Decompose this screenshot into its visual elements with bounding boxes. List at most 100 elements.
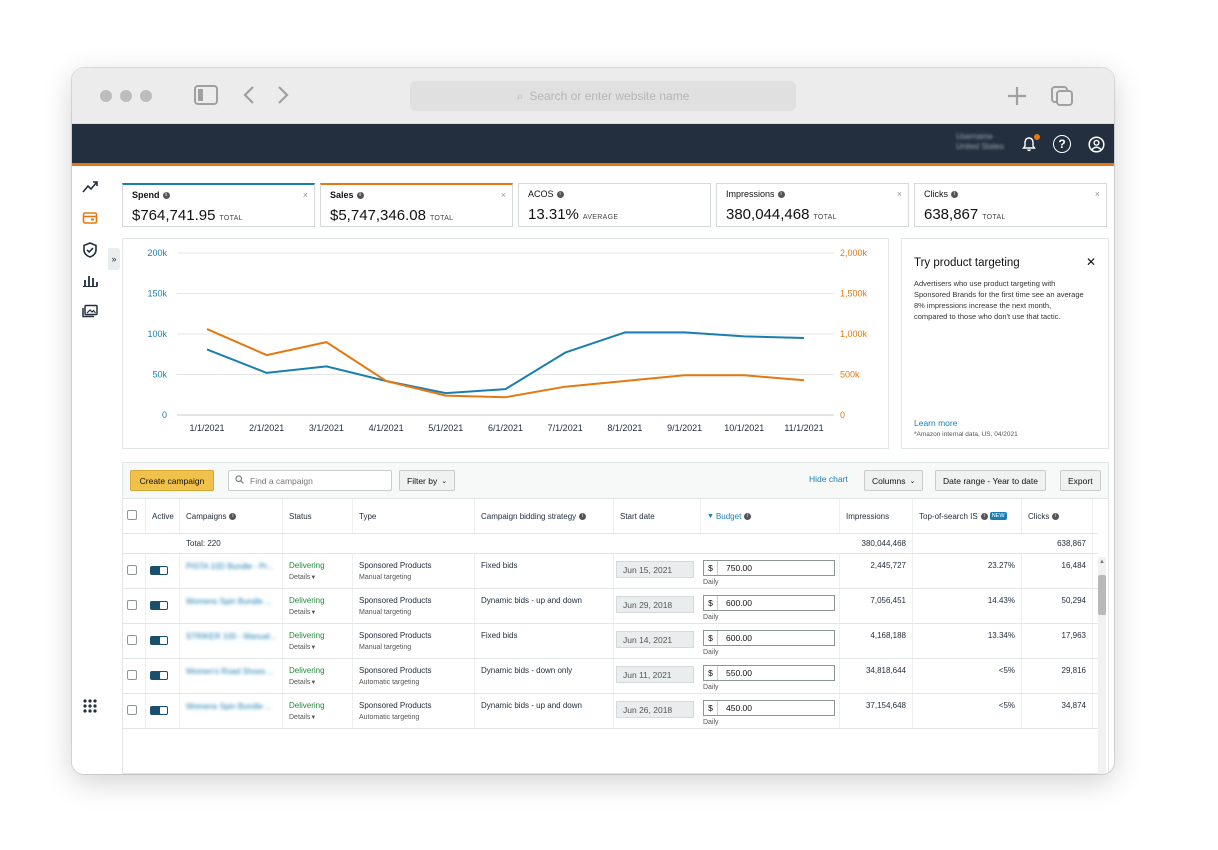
forward-icon[interactable] <box>276 85 290 109</box>
create-campaign-button[interactable]: Create campaign <box>130 470 214 491</box>
row-checkbox[interactable] <box>127 670 137 680</box>
shield-icon[interactable] <box>81 242 99 260</box>
account-switcher[interactable]: Username United States <box>956 132 1004 152</box>
info-icon[interactable]: i <box>356 192 364 200</box>
details-dropdown[interactable]: Details▼ <box>289 714 316 721</box>
campaigns-icon[interactable] <box>81 211 99 229</box>
header-start-date[interactable]: Start date <box>614 499 701 533</box>
bar-chart-icon[interactable] <box>81 273 99 291</box>
table-row[interactable]: STRIKER 100 - Manual... Delivering Details… <box>123 624 1098 659</box>
close-icon[interactable]: × <box>896 189 902 199</box>
budget-input[interactable]: $750.00 <box>703 560 835 576</box>
info-icon[interactable]: i <box>162 192 170 200</box>
active-toggle[interactable] <box>150 636 168 645</box>
header-active[interactable]: Active <box>146 499 180 533</box>
active-toggle[interactable] <box>150 706 168 715</box>
row-checkbox[interactable] <box>127 635 137 645</box>
table-scrollbar[interactable] <box>1098 557 1106 774</box>
header-budget[interactable]: ▼ Budget i <box>701 499 840 533</box>
tabs-icon[interactable] <box>1050 85 1074 111</box>
window-zoom-button[interactable] <box>140 90 152 102</box>
trend-icon[interactable] <box>81 180 99 198</box>
hide-chart-link[interactable]: Hide chart <box>809 474 848 484</box>
select-all-checkbox[interactable] <box>127 510 137 520</box>
active-toggle[interactable] <box>150 566 168 575</box>
export-button[interactable]: Export <box>1060 470 1101 491</box>
row-checkbox[interactable] <box>127 600 137 610</box>
header-type[interactable]: Type <box>353 499 475 533</box>
info-icon[interactable]: i <box>556 191 564 199</box>
campaign-name-link[interactable]: Womens Spin Bundle ... <box>186 702 272 711</box>
table-row[interactable]: Womens Spin Bundle ... Delivering Details▼… <box>123 589 1098 624</box>
table-row[interactable]: Womens Spin Bundle ... Delivering Details▼… <box>123 694 1098 729</box>
sidebar-icon[interactable] <box>194 85 218 109</box>
table-row[interactable]: PISTA 10D Bundle - Pr... Delivering Detail… <box>123 554 1098 589</box>
address-bar[interactable]: ⌕ Search or enter website name <box>410 81 796 111</box>
metric-card-acos[interactable]: ACOS i 13.31% AVERAGE <box>518 183 711 227</box>
budget-value: 600.00 <box>726 633 752 643</box>
header-strategy[interactable]: Campaign bidding strategy i <box>475 499 614 533</box>
campaign-search-input[interactable]: Find a campaign <box>228 470 392 491</box>
apps-grid-icon[interactable] <box>81 699 99 717</box>
info-icon[interactable]: i <box>777 191 785 199</box>
campaign-name-link[interactable]: Womens Spin Bundle ... <box>186 597 272 606</box>
header-next-column[interactable]: Sp <box>1093 499 1099 533</box>
info-icon[interactable]: i <box>980 512 988 520</box>
metric-card-impressions[interactable]: Impressions i 380,044,468 TOTAL × <box>716 183 909 227</box>
budget-input[interactable]: $600.00 <box>703 630 835 646</box>
campaign-name-link[interactable]: STRIKER 100 - Manual... <box>186 632 277 641</box>
back-icon[interactable] <box>242 85 256 109</box>
header-status[interactable]: Status <box>283 499 353 533</box>
date-range-button[interactable]: Date range - Year to date <box>935 470 1046 491</box>
table-row[interactable]: Women's Road Shoes ... Delivering Details▼… <box>123 659 1098 694</box>
close-icon[interactable]: ✕ <box>1085 255 1096 269</box>
expand-nav-button[interactable]: » <box>108 248 120 270</box>
close-icon[interactable]: × <box>1094 189 1100 199</box>
details-label: Details <box>289 679 311 686</box>
metric-card-sales[interactable]: Sales i $5,747,346.08 TOTAL × <box>320 183 513 227</box>
budget-input[interactable]: $550.00 <box>703 665 835 681</box>
campaign-name-link[interactable]: Women's Road Shoes ... <box>186 667 275 676</box>
active-toggle[interactable] <box>150 671 168 680</box>
bell-icon[interactable] <box>1020 134 1040 153</box>
metric-card-clicks[interactable]: Clicks i 638,867 TOTAL × <box>914 183 1107 227</box>
new-tab-icon[interactable] <box>1006 85 1028 111</box>
close-icon[interactable]: × <box>500 190 506 200</box>
details-dropdown[interactable]: Details▼ <box>289 609 316 616</box>
header-clicks[interactable]: Clicks i <box>1022 499 1093 533</box>
row-checkbox[interactable] <box>127 705 137 715</box>
campaign-name-link[interactable]: PISTA 10D Bundle - Pr... <box>186 562 274 571</box>
campaign-type: Sponsored Products <box>359 666 432 675</box>
user-icon[interactable] <box>1087 135 1105 153</box>
details-dropdown[interactable]: Details▼ <box>289 679 316 686</box>
info-icon[interactable]: i <box>744 512 752 520</box>
start-date-field: Jun 14, 2021 <box>616 631 694 648</box>
info-icon[interactable]: i <box>1052 512 1060 520</box>
help-icon[interactable]: ? <box>1053 135 1071 153</box>
header-top-of-search[interactable]: Top-of-search IS i NEW <box>913 499 1022 533</box>
details-dropdown[interactable]: Details▼ <box>289 644 316 651</box>
info-icon[interactable]: i <box>229 512 237 520</box>
row-checkbox[interactable] <box>127 565 137 575</box>
window-close-button[interactable] <box>100 90 112 102</box>
details-label: Details <box>289 714 311 721</box>
media-library-icon[interactable] <box>81 304 99 322</box>
learn-more-link[interactable]: Learn more <box>914 418 958 428</box>
header-campaigns[interactable]: Campaigns i <box>180 499 283 533</box>
metric-card-spend[interactable]: Spend i $764,741.95 TOTAL × <box>122 183 315 227</box>
x-tick-label: 3/1/2021 <box>309 423 344 433</box>
scrollbar-thumb[interactable] <box>1098 575 1106 615</box>
close-icon[interactable]: × <box>302 190 308 200</box>
details-dropdown[interactable]: Details▼ <box>289 574 316 581</box>
window-minimize-button[interactable] <box>120 90 132 102</box>
info-icon[interactable]: i <box>951 191 958 199</box>
budget-input[interactable]: $600.00 <box>703 595 835 611</box>
header-impressions[interactable]: Impressions <box>840 499 913 533</box>
info-icon[interactable]: i <box>579 512 587 520</box>
scroll-up-icon[interactable]: ▲ <box>1099 559 1105 565</box>
active-toggle[interactable] <box>150 601 168 610</box>
metric-value: 380,044,468 <box>726 206 810 223</box>
budget-input[interactable]: $450.00 <box>703 700 835 716</box>
filter-by-button[interactable]: Filter by ⌄ <box>399 470 456 491</box>
columns-button[interactable]: Columns ⌄ <box>864 470 924 491</box>
